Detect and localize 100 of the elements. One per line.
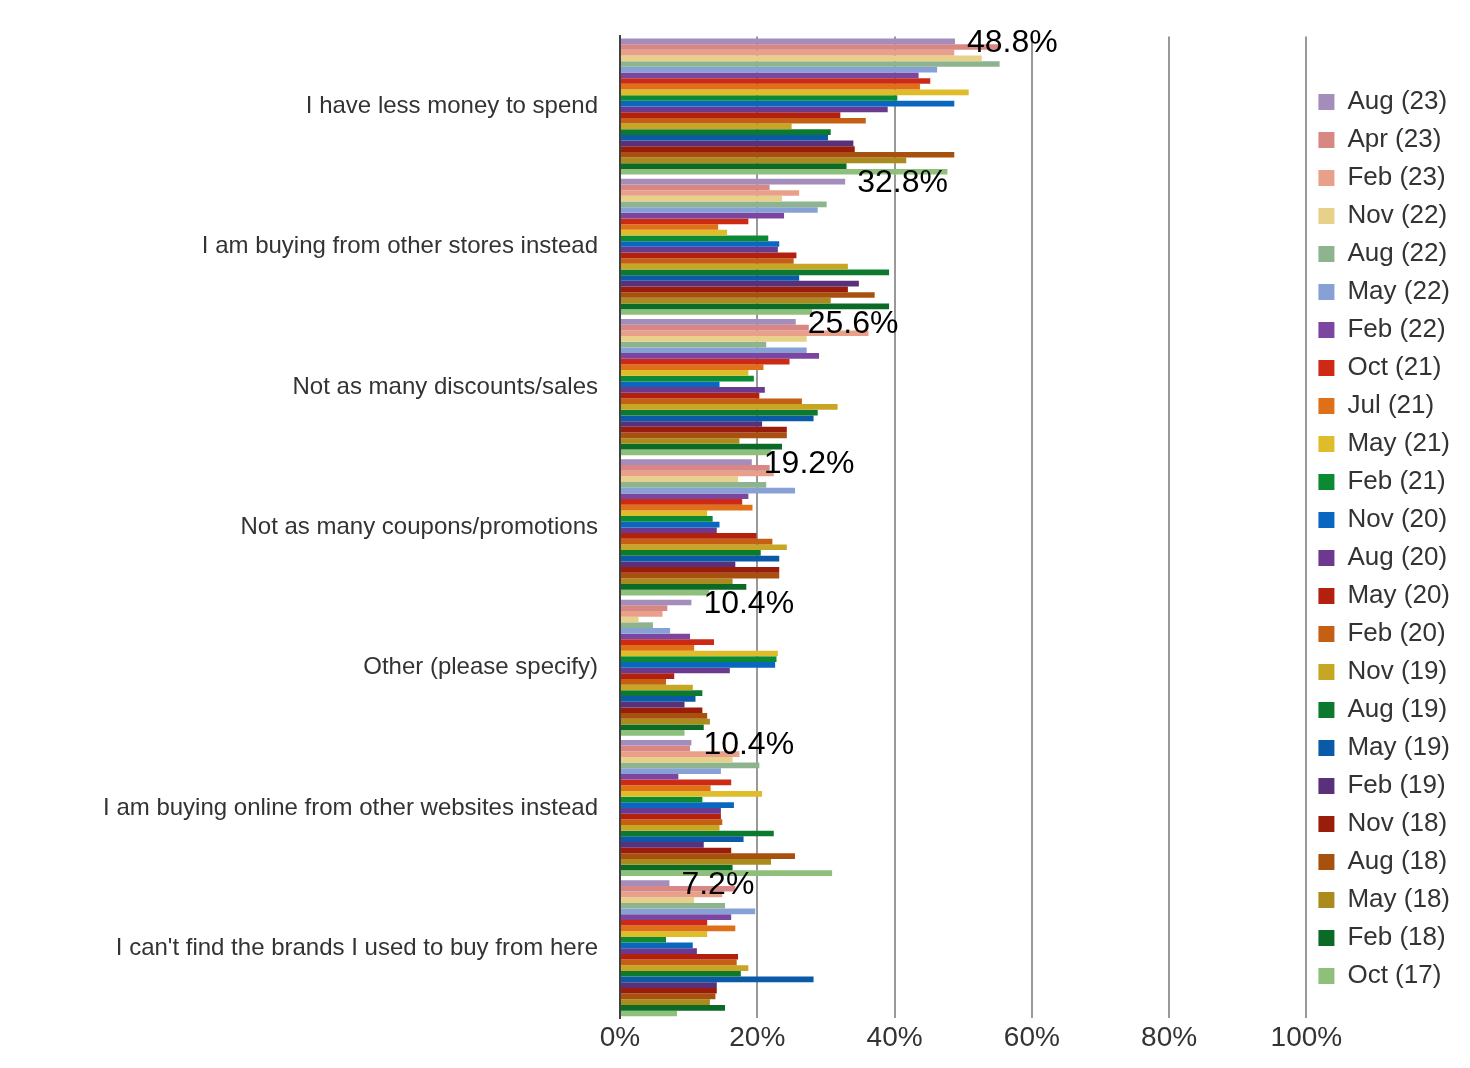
legend-label: Feb (18) xyxy=(1347,921,1446,952)
bar xyxy=(621,707,703,714)
bar xyxy=(621,914,732,920)
bar xyxy=(621,381,720,388)
bar xyxy=(621,275,800,281)
bar xyxy=(621,802,734,808)
bar xyxy=(621,510,708,517)
bar xyxy=(621,387,765,393)
bar xyxy=(621,297,831,304)
legend-label: May (20) xyxy=(1347,579,1450,610)
bar xyxy=(621,224,719,230)
y-tick-label: Not as many discounts/sales xyxy=(292,371,598,399)
bar xyxy=(621,353,820,359)
bar xyxy=(621,628,671,634)
bar xyxy=(621,662,776,668)
bar xyxy=(621,184,770,191)
data-label: 25.6% xyxy=(807,303,899,340)
legend-label: Oct (21) xyxy=(1347,351,1442,382)
bar xyxy=(621,696,696,702)
y-tick-label: I have less money to spend xyxy=(305,91,598,119)
x-tick-label: 80% xyxy=(1141,1020,1198,1052)
bar xyxy=(621,129,831,135)
bar xyxy=(621,112,841,118)
legend-label: Aug (22) xyxy=(1347,237,1448,268)
bar xyxy=(621,578,733,585)
x-tick-label: 60% xyxy=(1003,1020,1060,1052)
bar xyxy=(621,790,763,797)
bar xyxy=(621,499,743,505)
bar xyxy=(621,948,697,954)
bar xyxy=(621,438,740,444)
bar xyxy=(621,100,955,107)
y-tick-label: I am buying online from other websites instead xyxy=(103,792,598,820)
bar xyxy=(621,953,739,960)
bar xyxy=(621,421,763,427)
bar xyxy=(621,584,747,590)
legend-label: Aug (20) xyxy=(1347,541,1448,572)
bar xyxy=(621,319,796,325)
bar xyxy=(621,476,739,483)
legend-label: Feb (22) xyxy=(1347,313,1446,344)
bar xyxy=(621,258,794,264)
data-label: 19.2% xyxy=(763,444,855,481)
bar xyxy=(621,218,749,225)
bar xyxy=(621,567,780,573)
bar xyxy=(621,936,666,943)
bar xyxy=(621,66,938,73)
bar xyxy=(621,550,761,556)
bar xyxy=(621,292,875,298)
bar xyxy=(621,859,772,865)
bar xyxy=(621,364,764,371)
bar xyxy=(621,931,708,937)
bar xyxy=(621,527,717,534)
bar xyxy=(621,656,777,663)
bar xyxy=(621,773,679,780)
legend-label: Nov (19) xyxy=(1347,655,1448,686)
legend-label: Feb (20) xyxy=(1347,617,1446,648)
legend-label: Apr (23) xyxy=(1347,123,1442,154)
bar xyxy=(621,336,807,342)
bar xyxy=(621,432,787,439)
bar xyxy=(621,533,757,539)
legend-label: Aug (19) xyxy=(1347,693,1448,724)
bar xyxy=(621,95,898,101)
bar xyxy=(621,370,749,376)
bar xyxy=(621,163,847,169)
data-label: 10.4% xyxy=(703,724,795,761)
x-tick-label: 20% xyxy=(729,1020,786,1052)
bar xyxy=(621,841,704,848)
bar xyxy=(621,415,814,422)
legend-label: May (22) xyxy=(1347,275,1450,306)
legend-label: Feb (21) xyxy=(1347,465,1446,496)
bar xyxy=(621,78,931,84)
bar xyxy=(621,544,787,551)
bar xyxy=(621,1004,726,1011)
bar xyxy=(621,190,800,196)
bar xyxy=(621,622,653,628)
bar xyxy=(621,768,721,774)
bar xyxy=(621,645,695,651)
bar xyxy=(621,756,733,763)
data-label: 32.8% xyxy=(857,163,948,200)
bar xyxy=(621,824,720,831)
bar xyxy=(621,493,749,500)
bar xyxy=(621,207,818,213)
bar xyxy=(621,724,704,731)
bar xyxy=(621,713,708,719)
bar xyxy=(621,897,695,903)
bar xyxy=(621,616,639,623)
bar xyxy=(621,919,708,926)
bar xyxy=(621,201,827,208)
bar xyxy=(621,690,703,697)
data-label: 7.2% xyxy=(681,864,755,901)
bar xyxy=(621,151,955,158)
y-tick-label: Not as many coupons/promotions xyxy=(240,512,598,540)
bar xyxy=(621,807,721,814)
bar xyxy=(621,83,920,90)
legend-label: Nov (20) xyxy=(1347,503,1448,534)
bar xyxy=(621,241,780,247)
y-tick-label: I am buying from other stores instead xyxy=(201,231,598,259)
bar xyxy=(621,999,710,1005)
x-tick-label: 40% xyxy=(866,1020,923,1052)
bar xyxy=(621,639,715,646)
bar xyxy=(621,853,796,859)
